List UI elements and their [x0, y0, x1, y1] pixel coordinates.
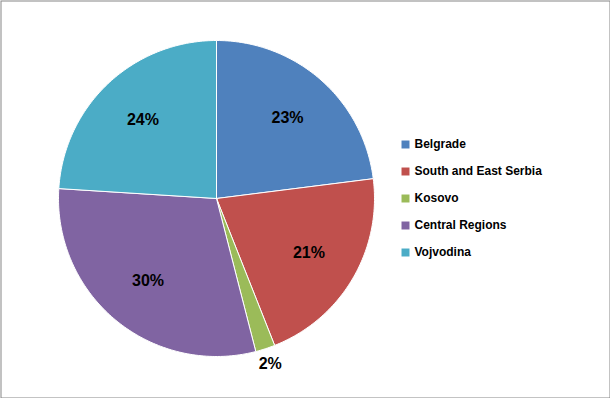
- svg-text:21%: 21%: [293, 244, 325, 261]
- svg-text:Central Regions: Central Regions: [415, 218, 507, 232]
- svg-text:2%: 2%: [259, 355, 282, 372]
- svg-text:23%: 23%: [272, 109, 304, 126]
- svg-text:30%: 30%: [132, 272, 164, 289]
- svg-text:South and East Serbia: South and East Serbia: [415, 164, 543, 178]
- svg-text:24%: 24%: [127, 111, 159, 128]
- svg-text:Vojvodina: Vojvodina: [415, 245, 472, 259]
- svg-text:Belgrade: Belgrade: [415, 137, 467, 151]
- svg-text:Kosovo: Kosovo: [415, 191, 459, 205]
